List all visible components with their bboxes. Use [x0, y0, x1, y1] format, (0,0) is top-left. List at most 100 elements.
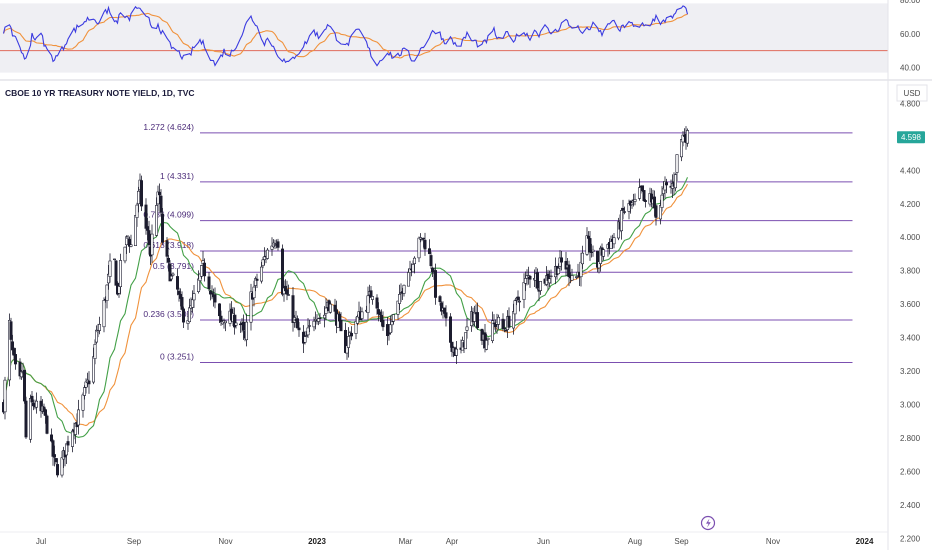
candle — [14, 347, 18, 370]
fib-level-label: 0.618 (3.918) — [143, 240, 194, 250]
candle — [224, 320, 228, 332]
candle — [591, 245, 595, 257]
rsi-tick-label: 80.00 — [900, 0, 921, 5]
time-axis: Jul Sep Nov 2023 Mar Apr Jun Aug Sep Nov 2024 — [36, 537, 874, 546]
price-tick-label: 3.400 — [900, 334, 921, 343]
time-tick-label: Apr — [446, 537, 459, 546]
fib-level[interactable]: 0.786 (4.099) — [143, 210, 853, 222]
candle — [182, 306, 186, 328]
candle — [55, 458, 59, 478]
candle — [245, 313, 249, 347]
fib-level-label: 0.786 (4.099) — [143, 210, 194, 220]
candle — [52, 445, 56, 467]
price-tick-label: 4.800 — [900, 99, 921, 108]
candle — [81, 392, 85, 418]
candle — [685, 128, 689, 147]
candle — [285, 280, 289, 301]
price-tick-label: 2.200 — [900, 534, 921, 543]
candle — [612, 232, 616, 249]
fib-level[interactable]: 0 (3.251) — [160, 352, 853, 364]
candle — [22, 369, 26, 404]
last-price-value: 4.598 — [901, 133, 922, 142]
candle — [280, 244, 284, 297]
fib-level[interactable]: 0.618 (3.918) — [143, 240, 853, 252]
moving-average-slow — [2, 183, 688, 427]
candle — [601, 248, 605, 261]
candle — [493, 319, 497, 332]
candle — [433, 263, 437, 305]
candle — [192, 285, 196, 308]
candle — [412, 256, 416, 274]
fib-level[interactable]: 1 (4.331) — [160, 171, 853, 183]
candle — [161, 208, 165, 245]
candle — [402, 284, 406, 297]
candle — [271, 239, 275, 249]
price-tick-label: 4.400 — [900, 166, 921, 175]
currency-label[interactable]: USD — [896, 84, 928, 102]
fib-level-label: 1 (4.331) — [160, 171, 194, 181]
price-tick-label: 4.200 — [900, 200, 921, 209]
candle — [586, 231, 590, 239]
price-tick-label: 3.800 — [900, 267, 921, 276]
fib-level[interactable]: 0.5 (3.791) — [153, 261, 853, 273]
price-tick-label: 2.600 — [900, 467, 921, 476]
candlestick-series — [1, 126, 689, 478]
candle — [349, 326, 353, 341]
time-tick-label: Nov — [766, 537, 780, 546]
candle — [430, 266, 434, 277]
candle — [200, 264, 204, 279]
time-tick-label: Jun — [537, 537, 550, 546]
candle — [513, 299, 517, 323]
candle — [207, 271, 211, 292]
time-tick-label: Aug — [628, 537, 642, 546]
candle — [490, 311, 494, 344]
fib-level[interactable]: 1.272 (4.624) — [143, 122, 853, 134]
candle — [486, 337, 490, 346]
candle — [370, 295, 374, 305]
candle — [30, 391, 34, 404]
candle — [87, 371, 91, 394]
moving-average-fast — [2, 177, 689, 438]
time-tick-label: 2023 — [308, 537, 326, 546]
candle — [102, 297, 106, 333]
candle — [65, 443, 69, 464]
lightning-icon[interactable] — [700, 515, 716, 531]
candle — [24, 396, 28, 439]
price-tick-label: 2.800 — [900, 434, 921, 443]
candle — [649, 188, 653, 208]
candle — [654, 204, 658, 226]
candle — [463, 332, 467, 350]
candle — [496, 314, 500, 330]
candle — [360, 307, 364, 321]
candle — [580, 245, 584, 269]
candle — [134, 215, 138, 246]
candle — [171, 272, 175, 277]
time-tick-label: Sep — [674, 537, 689, 546]
price-tick-label: 2.400 — [900, 501, 921, 510]
fib-level-label: 0 (3.251) — [160, 352, 194, 362]
candle — [95, 325, 99, 344]
candle — [588, 230, 592, 261]
rsi-tick-label: 60.00 — [900, 30, 921, 39]
candle — [570, 268, 574, 281]
candle — [339, 312, 343, 332]
fib-level-label: 0.5 (3.791) — [153, 261, 194, 271]
candle — [150, 224, 154, 263]
candle — [77, 399, 81, 435]
candle — [54, 458, 58, 465]
candle — [295, 315, 299, 329]
candle — [417, 236, 421, 263]
candle — [385, 316, 389, 346]
candle — [45, 414, 49, 435]
candle — [619, 207, 623, 240]
price-tick-label: 4.000 — [900, 233, 921, 242]
candle — [140, 175, 144, 212]
candle — [391, 314, 395, 325]
candle — [306, 318, 310, 338]
candle — [549, 269, 553, 284]
rsi-panel: 80.00 60.00 40.00 — [0, 0, 921, 73]
currency-text: USD — [904, 89, 921, 98]
fibonacci-retracement[interactable]: 1.272 (4.624) 1 (4.331) 0.786 (4.099) 0.618… — [143, 122, 853, 364]
time-tick-label: Nov — [218, 537, 232, 546]
candle — [286, 284, 290, 296]
